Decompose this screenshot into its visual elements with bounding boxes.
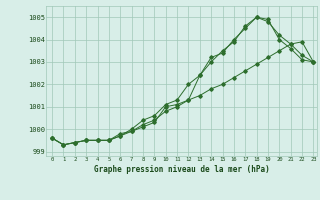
- X-axis label: Graphe pression niveau de la mer (hPa): Graphe pression niveau de la mer (hPa): [94, 165, 269, 174]
